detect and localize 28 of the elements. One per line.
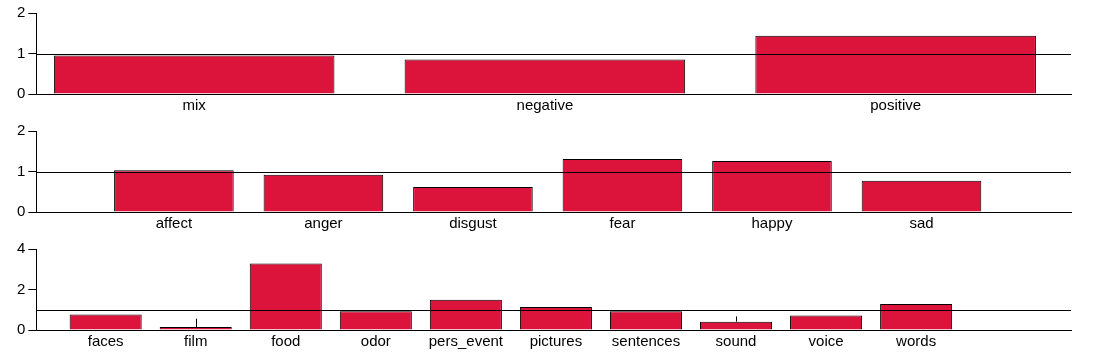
x-tick-label: negative [516, 96, 574, 114]
x-tick-label: pictures [529, 332, 583, 350]
y-tick-label: 0 [17, 320, 26, 338]
y-tick-label: 0 [17, 84, 26, 102]
x-tick-label: anger [304, 214, 343, 232]
x-tick-label: affect [155, 214, 193, 232]
x-tick-label: fear [609, 214, 636, 232]
y-tick-label: 2 [17, 3, 26, 21]
x-tick-label: pers_event [428, 332, 504, 350]
y-tick-label: 2 [17, 121, 26, 139]
y-tick-label: 2 [17, 279, 26, 297]
x-tick-label: sad [909, 214, 934, 232]
x-tick-label: sound [715, 332, 757, 350]
x-tick-label: mix [182, 96, 207, 114]
x-tick-label: positive [870, 96, 922, 114]
y-tick-label: 4 [17, 239, 26, 257]
x-tick-label: happy [751, 214, 793, 232]
x-tick-label: faces [87, 332, 124, 350]
x-tick-label: odor [360, 332, 391, 350]
x-tick-label: voice [808, 332, 844, 350]
x-tick-label: food [271, 332, 301, 350]
y-tick-label: 0 [17, 202, 26, 220]
x-tick-label: sentences [611, 332, 681, 350]
x-tick-label: disgust [449, 214, 498, 232]
y-tick-label: 1 [17, 43, 26, 61]
x-tick-label: film [184, 332, 208, 350]
y-tick-label: 1 [17, 161, 26, 179]
x-tick-label: words [895, 332, 937, 350]
